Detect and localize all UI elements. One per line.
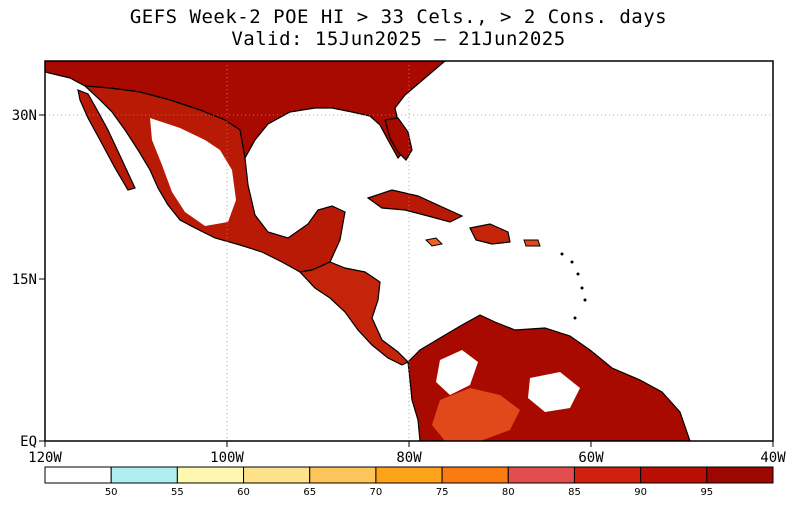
colorbar-swatch <box>706 466 774 484</box>
colorbar: 50 55 60 65 70 75 80 85 90 95 <box>44 466 774 498</box>
x-tick-label: 60W <box>578 450 604 466</box>
puerto-rico <box>523 239 541 247</box>
south-america-low-prob <box>436 350 478 395</box>
hispaniola <box>469 223 511 245</box>
lesser-antilles <box>560 252 587 320</box>
colorbar-swatch <box>243 466 311 484</box>
axis-ticks <box>39 114 774 447</box>
colorbar-swatch <box>309 466 377 484</box>
colorbar-label: 60 <box>237 487 250 498</box>
south-america-low-prob-2 <box>528 372 580 412</box>
colorbar-swatch <box>176 466 245 484</box>
colorbar-swatch <box>44 466 112 484</box>
colorbar-swatch <box>573 466 642 484</box>
colorbar-label: 85 <box>568 487 581 498</box>
x-tick-label: 80W <box>396 450 422 466</box>
colorbar-label: 95 <box>700 487 713 498</box>
colorbar-label: 70 <box>370 487 383 498</box>
colorbar-label: 55 <box>171 487 184 498</box>
colorbar-swatch <box>375 466 443 484</box>
colorbar-swatch <box>110 466 178 484</box>
colorbar-label: 75 <box>436 487 449 498</box>
baja-california <box>77 89 136 191</box>
colorbar-label: 50 <box>105 487 118 498</box>
florida <box>384 117 413 161</box>
map-area <box>45 61 773 441</box>
x-tick-label: 40W <box>760 450 786 466</box>
colorbar-label: 65 <box>303 487 316 498</box>
y-tick-label: 15N <box>12 272 37 288</box>
colorbar-swatch <box>507 466 575 484</box>
grid-lines <box>45 61 773 441</box>
chart-subtitle: Valid: 15Jun2025 – 21Jun2025 <box>231 28 566 50</box>
central-america <box>298 261 410 366</box>
x-tick-label: 120W <box>28 450 62 466</box>
y-tick-label: EQ <box>20 434 37 450</box>
colorbar-label: 80 <box>502 487 515 498</box>
cuba <box>366 189 464 223</box>
colorbar-label: 90 <box>634 487 647 498</box>
jamaica <box>424 237 444 247</box>
colorbar-swatch <box>441 466 509 484</box>
mexico-low-prob <box>150 118 236 226</box>
south-america-med <box>432 388 520 441</box>
chart-title: GEFS Week-2 POE HI > 33 Cels., > 2 Cons.… <box>129 6 668 28</box>
colorbar-swatch <box>640 466 708 484</box>
x-tick-label: 100W <box>210 450 244 466</box>
y-tick-label: 30N <box>12 108 37 124</box>
